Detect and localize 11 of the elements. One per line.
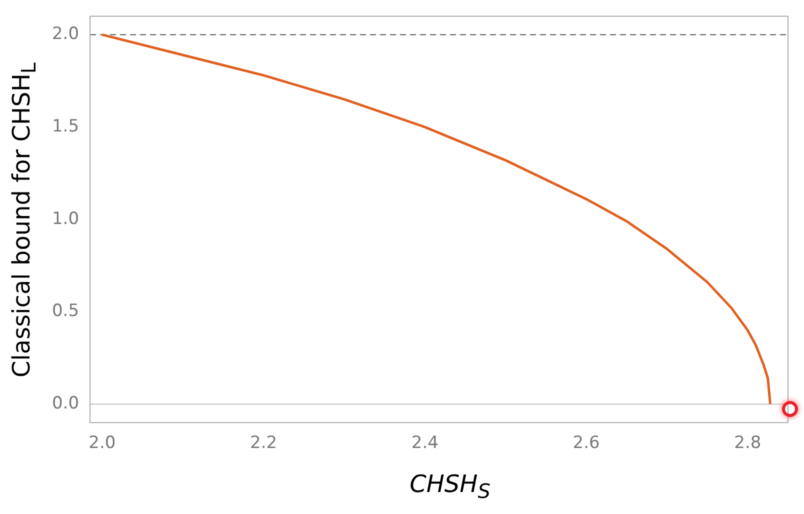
y-tick-label: 1.0	[52, 208, 80, 229]
x-axis-title: CHSH$_{S}$	[410, 470, 490, 503]
x-tick-label: 2.4	[411, 433, 438, 454]
x-tick-label: 2.2	[250, 433, 278, 454]
x-tick-label: 2.8	[734, 433, 762, 454]
y-tick-label: 1.5	[52, 116, 80, 136]
x-tick-label: 2.0	[88, 433, 116, 454]
y-tick-label: 0.0	[52, 394, 80, 414]
x-tick-label: 2.6	[572, 433, 600, 454]
y-tick-label: 0.5	[52, 301, 80, 322]
y-tick-label: 2.0	[52, 24, 80, 44]
